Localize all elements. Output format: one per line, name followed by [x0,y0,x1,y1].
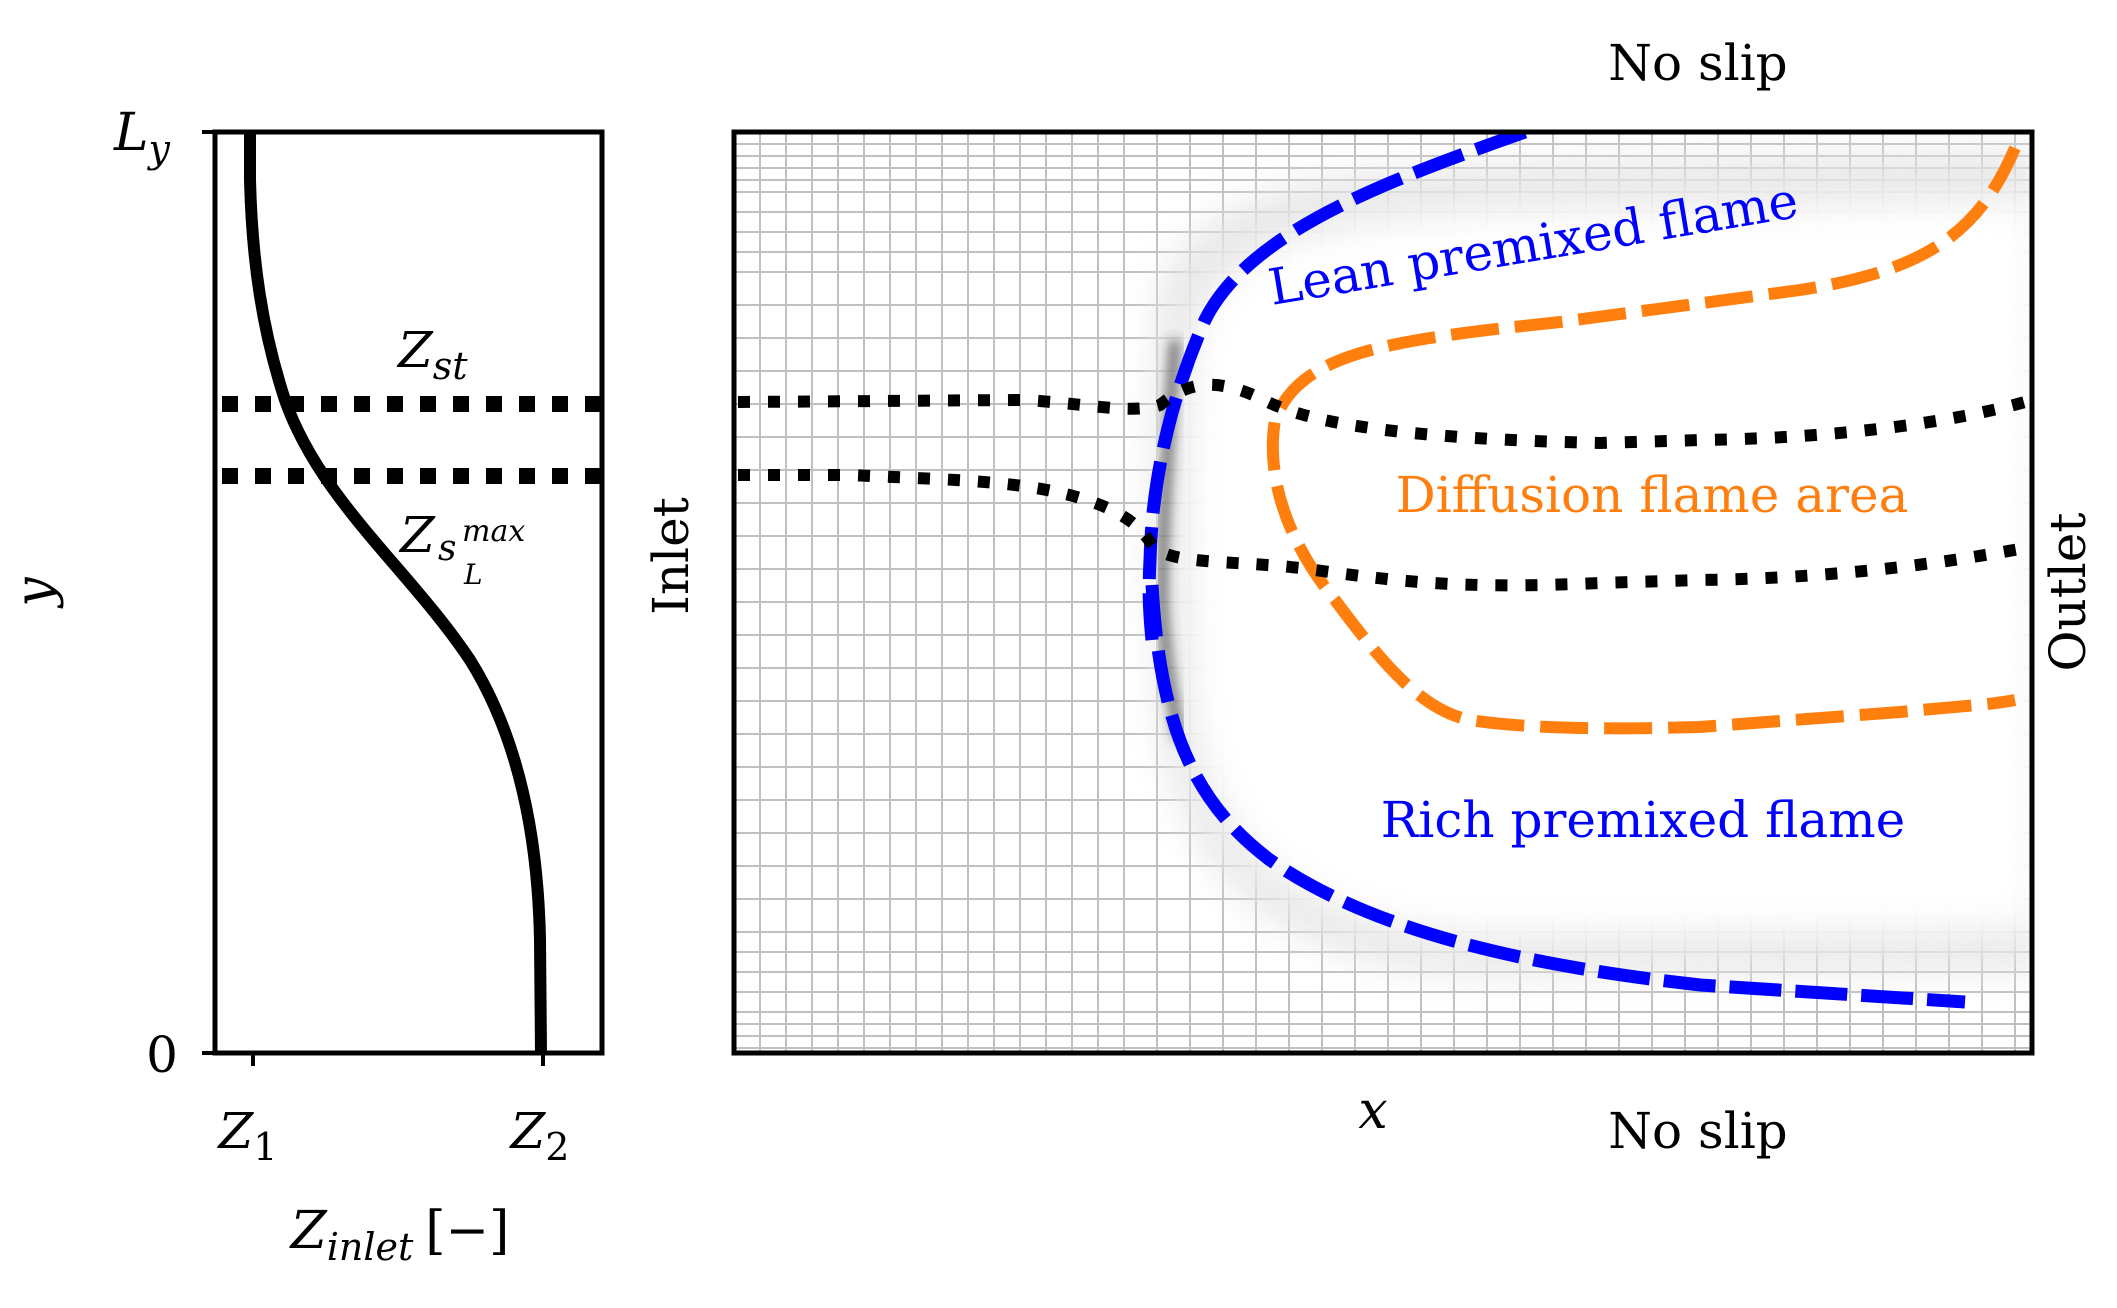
flame-shading [1152,150,2032,975]
zsl-label: Z s max L [398,506,525,591]
ytick-top: Ly [113,103,171,171]
svg-text:L: L [463,558,483,591]
diffusion-label: Diffusion flame area [1396,466,1909,524]
rich-flame-label: Rich premixed flame [1381,791,1906,849]
diffusion-flame-boundary [1266,145,2021,735]
inlet-label: Inlet [642,497,700,615]
zsl-stoich-line [738,469,2027,592]
xtick-z2: Z2 [509,1102,570,1169]
inlet-profile-panel: Ly 0 Z1 Z2 y Zinlet [−] Zst Z s max L [5,103,605,1269]
zst-stoich-line [737,378,2027,450]
top-boundary-label: No slip [1608,34,1787,92]
svg-text:max: max [462,514,525,549]
outlet-label: Outlet [2039,513,2097,672]
xtick-z1: Z1 [217,1102,278,1169]
inlet-profile-curve [244,132,547,1053]
zst-label: Zst [396,321,468,388]
x-axis-label-inlet: Zinlet [−] [289,1201,510,1269]
svg-text:Z: Z [398,506,436,564]
y-axis-label: y [5,577,65,609]
svg-text:s: s [438,528,456,569]
rich-premixed-flame-line [1145,584,1966,1009]
bottom-boundary-label: No slip [1608,1102,1787,1160]
domain-frame [731,129,2035,1056]
lean-premixed-flame-line [1142,132,1528,641]
x-axis-label-domain: x [1358,1081,1387,1141]
domain-panel: Lean premixed flame Rich premixed flame … [642,34,2097,1160]
inlet-profile-frame [212,129,605,1056]
ytick-bottom: 0 [146,1026,178,1084]
